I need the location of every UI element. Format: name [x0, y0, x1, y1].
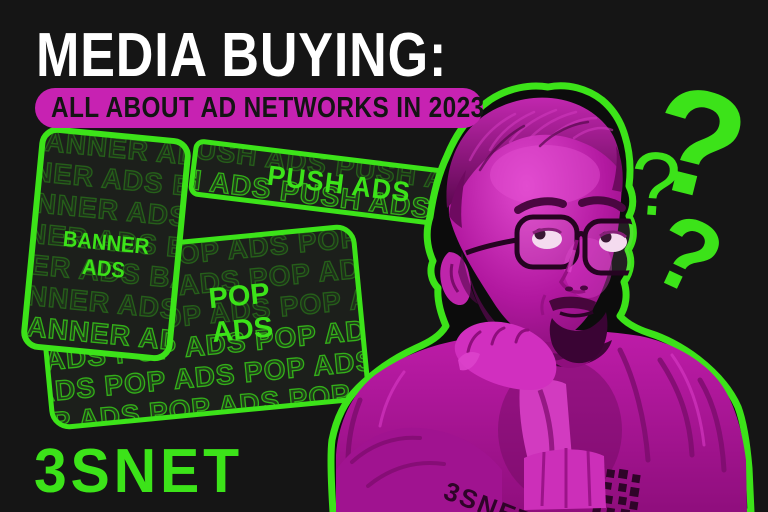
man-eyes: [532, 227, 628, 252]
subtitle-pill: ALL ABOUT AD NETWORKS IN 2023: [35, 88, 485, 128]
man-glasses-icon: [465, 214, 646, 276]
banner-ads-card: BANNER ADS BANNER ADS BANNER ADS BANNER …: [19, 125, 193, 363]
subtitle-text: ALL ABOUT AD NETWORKS IN 2023: [51, 91, 485, 124]
man-face: [448, 102, 622, 342]
pop-ads-label: POP ADS: [196, 276, 286, 352]
man-nose: [558, 239, 588, 294]
thinking-man-illustration: 3SNET: [315, 80, 768, 512]
man-hair: [446, 97, 623, 228]
man-eyebrows: [514, 196, 626, 214]
man-hand: [454, 321, 606, 510]
brand-logo: 3SNET: [34, 437, 243, 506]
page-title: MEDIA BUYING:: [36, 21, 448, 90]
